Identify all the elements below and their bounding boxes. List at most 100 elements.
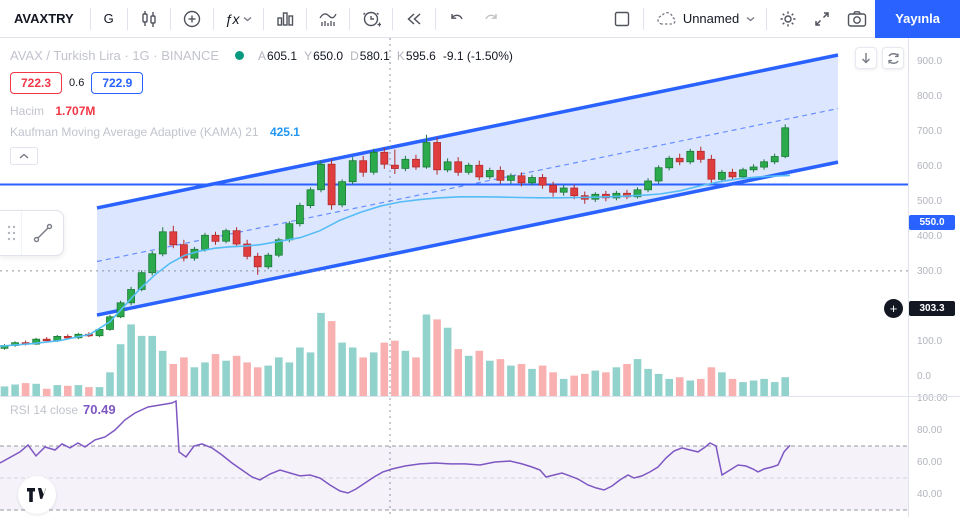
- fullscreen-icon: [815, 11, 829, 26]
- rsi-axis-label: 100.00: [917, 393, 948, 404]
- divider: [169, 7, 171, 30]
- candlestick-icon: [142, 10, 156, 27]
- undo-button[interactable]: [440, 5, 474, 33]
- high-value: 650.0: [313, 48, 344, 63]
- indicator-templates-icon: [276, 11, 293, 26]
- chart-canvas[interactable]: [0, 38, 960, 517]
- high-label: Y: [304, 48, 313, 63]
- indicators-button[interactable]: ƒx: [218, 5, 259, 33]
- divider: [262, 7, 264, 30]
- chevron-down-icon: [243, 16, 251, 21]
- price-axis-label: 500.0: [917, 196, 943, 207]
- rsi-legend: RSI 14 close 70.49: [10, 402, 116, 417]
- price-axis[interactable]: 900.0800.0700.0600.0500.0400.0300.0200.0…: [908, 38, 960, 517]
- close-label: K: [396, 48, 405, 63]
- open-label: A: [258, 48, 267, 63]
- indicator-templates-button[interactable]: [268, 5, 302, 33]
- scroll-to-recent-button[interactable]: [855, 47, 877, 69]
- rsi-axis-label: 40.00: [917, 489, 943, 500]
- volume-study-title[interactable]: Hacim: [10, 104, 45, 118]
- undo-icon: [450, 13, 463, 19]
- fullscreen-button[interactable]: [805, 5, 839, 33]
- close-value: 595.6: [405, 48, 436, 63]
- symbol-search-button[interactable]: AVAXTRY: [14, 11, 74, 26]
- divider: [126, 7, 128, 30]
- open-value: 605.1: [267, 48, 298, 63]
- rewind-icon: [406, 12, 421, 25]
- rsi-axis-label: 80.00: [917, 425, 943, 436]
- interval-button[interactable]: G: [103, 11, 114, 26]
- chart-type-button[interactable]: [132, 5, 166, 33]
- ohlc-values: A 605.1 Y 650.0 D 580.1 K 595.6 -9.1 (-1.50%…: [258, 49, 513, 63]
- chart-area: 900.0800.0700.0600.0500.0400.0300.0200.0…: [0, 38, 960, 517]
- change-value: -9.1 (-1.50%): [442, 48, 513, 63]
- drag-dots-icon: [7, 225, 15, 241]
- layout-name: Unnamed: [682, 11, 740, 26]
- price-axis-label: 0.0: [917, 371, 931, 382]
- cloud-icon: [657, 11, 676, 25]
- volume-study-value: 1.707M: [55, 104, 96, 118]
- camera-icon: [847, 10, 867, 27]
- market-status-icon[interactable]: [235, 51, 245, 60]
- publish-button[interactable]: Yayınla: [875, 0, 960, 38]
- fx-icon: ƒx: [224, 10, 240, 27]
- trend-line-tool-button[interactable]: [22, 221, 63, 245]
- chevron-down-icon: [746, 16, 755, 21]
- low-value: 580.1: [359, 48, 390, 63]
- price-axis-label: 800.0: [917, 91, 943, 102]
- financials-icon: [318, 12, 337, 26]
- alert-button[interactable]: [354, 5, 388, 33]
- kama-study-value: 425.1: [269, 125, 300, 139]
- rsi-study-title[interactable]: RSI 14 close: [10, 403, 79, 417]
- kama-study-title[interactable]: Kaufman Moving Average Adaptive (KAMA) 2…: [10, 125, 259, 139]
- chart-legend: AVAX / Turkish Lira · 1G · BINANCE A 605.…: [10, 48, 513, 165]
- divider: [766, 7, 768, 30]
- buy-button[interactable]: 722.9: [91, 72, 144, 94]
- pane-separator[interactable]: [0, 396, 960, 397]
- tradingview-logo[interactable]: [18, 476, 56, 514]
- reset-chart-button[interactable]: [882, 47, 904, 69]
- trend-line-icon: [33, 223, 52, 243]
- arrow-down-icon: [862, 53, 870, 64]
- redo-button[interactable]: [474, 5, 508, 33]
- price-axis-label: 100.0: [917, 336, 943, 347]
- divider: [434, 7, 436, 30]
- layout-select-button[interactable]: [605, 5, 639, 33]
- compare-plus-icon: [183, 10, 200, 27]
- divider: [305, 7, 307, 30]
- divider: [212, 7, 214, 30]
- floating-drawing-toolbar: [0, 210, 64, 256]
- symbol-title[interactable]: AVAX / Turkish Lira · 1G · BINANCE: [10, 48, 220, 63]
- spread-value: 0.6: [69, 77, 85, 89]
- crosshair-price-badge: 303.3: [909, 301, 955, 317]
- rsi-study-value: 70.49: [83, 402, 116, 417]
- price-line-badge: 550.0: [909, 215, 955, 230]
- price-axis-label: 400.0: [917, 231, 943, 242]
- price-axis-label: 600.0: [917, 161, 943, 172]
- sell-button[interactable]: 722.3: [10, 72, 63, 94]
- divider: [642, 7, 644, 30]
- toolbar-drag-handle[interactable]: [0, 211, 22, 255]
- tv-logo-icon: [27, 488, 47, 502]
- price-axis-label: 300.0: [917, 266, 943, 277]
- alarm-plus-icon: [362, 11, 381, 26]
- bar-replay-button[interactable]: [397, 5, 431, 33]
- divider: [89, 7, 91, 30]
- settings-button[interactable]: [771, 5, 805, 33]
- divider: [348, 7, 350, 30]
- compare-button[interactable]: [175, 5, 209, 33]
- top-toolbar: AVAXTRY G ƒx: [0, 0, 960, 38]
- reset-view-icon: [887, 52, 899, 64]
- chevron-up-icon: [19, 153, 29, 159]
- add-order-plus-button[interactable]: +: [884, 299, 903, 319]
- collapse-legend-button[interactable]: [10, 147, 38, 165]
- price-axis-label: 700.0: [917, 126, 943, 137]
- save-layout-button[interactable]: Unnamed: [648, 5, 762, 33]
- price-axis-label: 900.0: [917, 56, 943, 67]
- financials-button[interactable]: [311, 5, 345, 33]
- low-label: D: [350, 48, 359, 63]
- single-layout-icon: [614, 11, 630, 26]
- snapshot-button[interactable]: [839, 5, 875, 33]
- gear-icon: [780, 11, 796, 26]
